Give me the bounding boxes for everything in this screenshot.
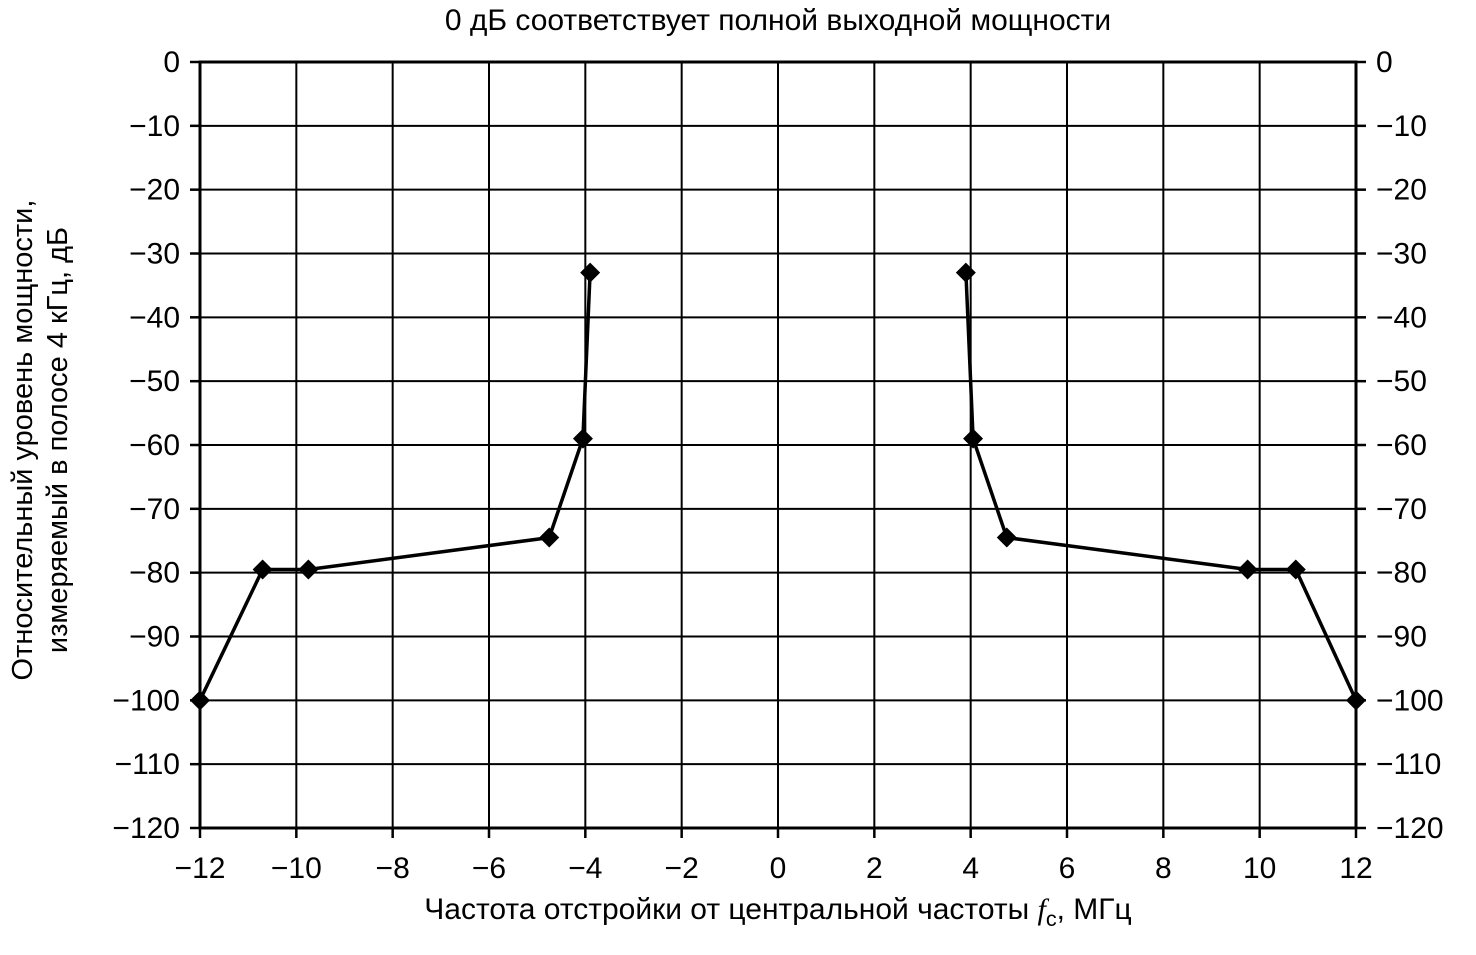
data-point-marker [996, 527, 1017, 548]
y-tick-label-left: −60 [129, 429, 180, 462]
y-tick-label-right: −80 [1376, 557, 1427, 590]
y-tick-label-left: −40 [129, 301, 180, 334]
y-tick-label-right: −120 [1376, 812, 1444, 845]
fc-subscript: с [1045, 906, 1057, 931]
data-point-marker [539, 527, 560, 548]
y-tick-label-left: −50 [129, 365, 180, 398]
data-point-marker [1285, 559, 1306, 580]
plot-border [198, 60, 1358, 830]
y-tick-label-left: −10 [129, 110, 180, 143]
y-tick-label-right: −100 [1376, 684, 1444, 717]
y-tick-label-right: −90 [1376, 621, 1427, 654]
fc-variable: f [1037, 893, 1046, 926]
y-tick-label-left: −30 [129, 238, 180, 271]
y-tick-label-left: −110 [115, 748, 180, 781]
y-tick-label-left: −100 [112, 684, 180, 717]
x-tick-label: 0 [770, 852, 787, 885]
data-point-marker [1237, 559, 1258, 580]
y-tick-label-right: 0 [1376, 46, 1393, 79]
y-tick-label-right: −40 [1376, 301, 1427, 334]
y-axis-title: Относительный уровень мощности, измеряем… [6, 200, 76, 681]
y-tick-label-right: −60 [1376, 429, 1427, 462]
x-axis-title-suffix: , МГц [1056, 893, 1132, 926]
y-tick-label-right: −70 [1376, 493, 1427, 526]
x-axis-title-prefix: Частота отстройки от центральной частоты [424, 893, 1038, 926]
data-point-marker [580, 262, 601, 283]
chart-title: 0 дБ соответствует полной выходной мощно… [444, 4, 1112, 37]
data-point-marker [572, 428, 593, 449]
x-tick-label: −4 [568, 852, 602, 885]
x-tick-label: −8 [376, 852, 410, 885]
y-tick-label-right: −50 [1376, 365, 1427, 398]
y-tick-label-left: −120 [112, 812, 180, 845]
data-point-marker [190, 690, 210, 711]
y-tick-label-right: −30 [1376, 238, 1427, 271]
series-line-right-branch [964, 270, 1358, 703]
series-line-left-branch [198, 270, 592, 703]
x-tick-label: 12 [1339, 852, 1372, 885]
data-point-marker [252, 559, 273, 580]
y-axis-title-line1: Относительный уровень мощности, [7, 199, 40, 681]
y-tick-label-left: 0 [163, 46, 180, 79]
x-tick-label: −2 [665, 852, 699, 885]
data-point-marker [1346, 690, 1366, 711]
x-tick-label: 10 [1243, 852, 1276, 885]
x-tick-label: −12 [175, 852, 226, 885]
y-tick-label-left: −90 [129, 621, 180, 654]
y-tick-label-right: −10 [1376, 110, 1427, 143]
x-tick-label: 6 [1059, 852, 1076, 885]
y-tick-label-left: −70 [129, 493, 180, 526]
y-tick-label-left: −20 [129, 174, 180, 207]
x-tick-label: 4 [962, 852, 979, 885]
x-tick-label: −6 [472, 852, 506, 885]
y-axis-title-line2: измеряемый в полосе 4 кГц, дБ [42, 226, 74, 654]
x-tick-label: −10 [271, 852, 322, 885]
x-tick-label: 8 [1155, 852, 1172, 885]
y-tick-label-left: −80 [129, 557, 180, 590]
data-point-marker [298, 559, 319, 580]
data-point-marker [963, 428, 984, 449]
y-tick-label-right: −20 [1376, 174, 1427, 207]
y-tick-label-right: −110 [1376, 748, 1441, 781]
x-tick-label: 2 [866, 852, 883, 885]
x-axis-title: Частота отстройки от центральной частоты… [200, 893, 1356, 932]
data-point-marker [955, 262, 976, 283]
